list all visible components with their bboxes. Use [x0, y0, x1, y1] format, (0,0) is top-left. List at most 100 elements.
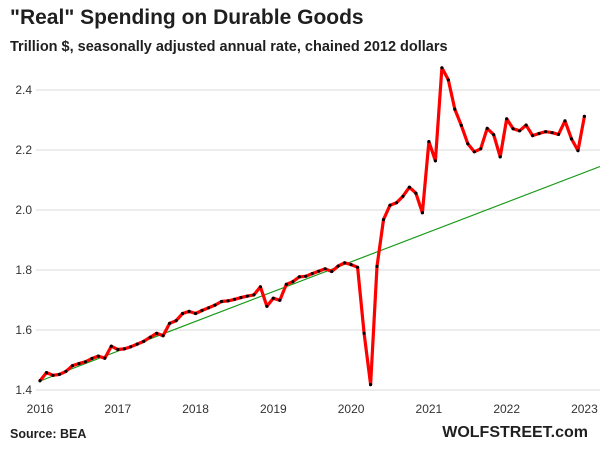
x-tick-label: 2021	[416, 402, 443, 416]
chart-subtitle: Trillion $, seasonally adjusted annual r…	[10, 39, 448, 55]
data-point	[57, 372, 62, 376]
x-tick-label: 2016	[27, 402, 54, 416]
data-point	[556, 132, 561, 136]
data-point	[109, 344, 113, 348]
data-point	[459, 123, 463, 127]
series-line-group	[38, 66, 587, 387]
data-point	[343, 261, 347, 265]
data-point	[155, 331, 159, 335]
data-point	[407, 185, 411, 189]
data-point	[278, 298, 282, 302]
data-point	[569, 137, 574, 141]
data-point	[485, 126, 489, 130]
data-point	[252, 293, 256, 297]
data-point	[582, 114, 587, 118]
data-point	[446, 78, 450, 82]
data-point	[433, 159, 437, 163]
data-point	[206, 306, 211, 310]
data-point	[336, 264, 340, 268]
data-point	[174, 319, 178, 323]
y-axis-ticks: 1.4 1.6 1.8 2.0 2.2 2.4	[15, 83, 32, 397]
data-point	[291, 280, 295, 284]
y-tick-label: 1.6	[15, 323, 32, 337]
data-point	[576, 149, 580, 153]
data-point	[375, 264, 379, 268]
x-tick-label: 2022	[493, 402, 520, 416]
data-point	[181, 311, 185, 316]
brand-label: WOLFSTREET.com	[442, 424, 588, 441]
x-tick-label: 2017	[104, 402, 131, 416]
data-point	[414, 191, 418, 195]
data-point	[394, 201, 399, 205]
data-point	[427, 140, 431, 144]
data-point	[330, 269, 334, 274]
data-point	[187, 309, 191, 313]
data-point	[362, 331, 366, 335]
x-tick-label: 2018	[182, 402, 209, 416]
data-point	[466, 142, 470, 146]
data-point	[304, 274, 308, 278]
data-point	[64, 369, 68, 373]
chart-title: "Real" Spending on Durable Goods	[10, 6, 364, 29]
x-tick-label: 2020	[338, 402, 365, 416]
data-point	[369, 383, 373, 387]
data-point	[544, 130, 548, 134]
data-point	[116, 347, 120, 352]
data-point	[388, 203, 392, 207]
data-point	[297, 275, 301, 279]
y-tick-label: 2.4	[15, 83, 32, 97]
data-point	[537, 131, 541, 136]
x-axis-ticks: 2016 2017 2018 2019 2020 2021 2022 2023	[27, 402, 598, 416]
data-point	[194, 311, 198, 316]
data-point	[310, 272, 314, 276]
data-point	[317, 269, 321, 273]
data-point	[83, 360, 87, 364]
data-point	[505, 117, 509, 121]
data-point	[245, 294, 249, 298]
data-point	[96, 354, 100, 358]
data-point	[440, 66, 444, 70]
series-line	[38, 66, 587, 387]
data-point	[524, 123, 528, 127]
data-point	[492, 133, 496, 137]
data-point	[511, 127, 515, 131]
data-point	[200, 308, 204, 313]
data-point	[219, 299, 224, 304]
gridlines	[36, 89, 600, 391]
data-point	[356, 265, 360, 269]
data-point	[381, 218, 386, 222]
data-point	[161, 334, 165, 338]
data-point	[498, 155, 502, 159]
data-point	[563, 119, 567, 123]
data-point	[129, 345, 133, 349]
data-point	[239, 296, 243, 300]
data-point	[472, 150, 476, 154]
data-point	[226, 299, 230, 303]
y-tick-label: 2.0	[15, 203, 32, 217]
data-point	[38, 379, 42, 383]
data-point	[122, 347, 126, 351]
data-point	[148, 335, 152, 339]
data-point	[168, 321, 172, 325]
data-point	[142, 339, 146, 343]
data-point	[284, 282, 288, 286]
data-point	[44, 371, 49, 375]
data-point	[90, 356, 94, 361]
data-point	[550, 131, 554, 135]
y-tick-label: 2.2	[15, 143, 32, 157]
data-point	[265, 304, 269, 308]
data-point	[531, 134, 535, 138]
data-point	[258, 285, 262, 289]
data-point	[420, 211, 424, 215]
data-point	[323, 267, 327, 271]
data-point	[349, 263, 353, 267]
data-point	[51, 373, 55, 377]
data-point	[518, 129, 522, 133]
y-tick-label: 1.4	[15, 383, 32, 397]
data-point	[401, 194, 405, 198]
data-point	[453, 107, 457, 111]
data-point	[77, 362, 81, 366]
data-point	[271, 296, 275, 300]
data-point	[232, 297, 236, 301]
